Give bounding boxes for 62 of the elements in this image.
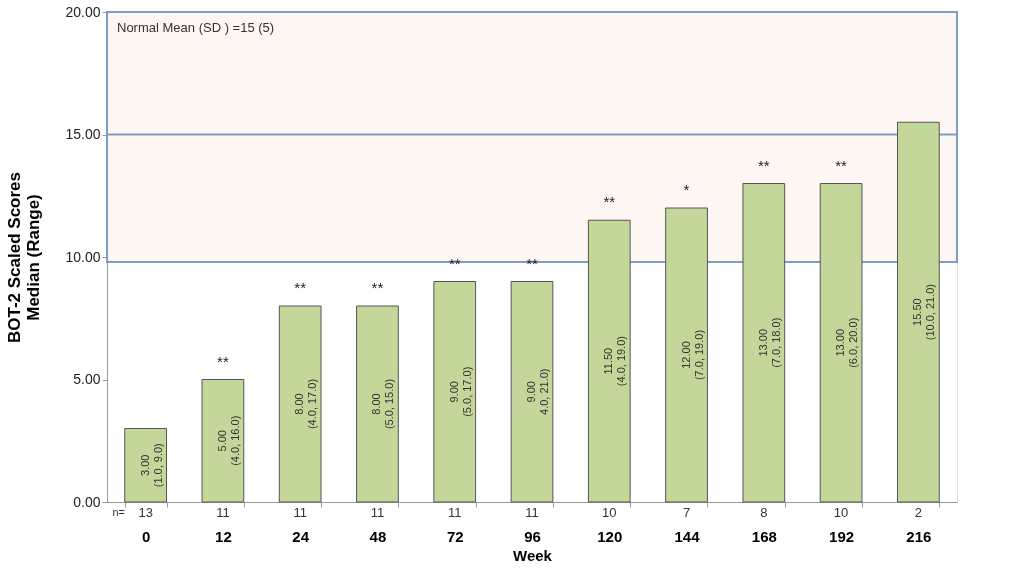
text: 11: [525, 505, 539, 520]
data-label: 13.00 (6.0, 20.0): [834, 317, 860, 368]
text: 10: [602, 505, 617, 520]
bar: [587, 219, 631, 503]
bar: [433, 281, 477, 503]
y-axis-title: BOT-2 Scaled Scores Median (Range): [5, 171, 44, 344]
annotation: **: [835, 156, 848, 174]
annotation: **: [294, 279, 307, 296]
data-label: 15.50 (10.0, 21.0): [911, 283, 937, 341]
text: 2: [914, 505, 922, 520]
data-label: 5.00 (4.0, 16.0): [215, 415, 241, 466]
text: n=: [112, 506, 125, 518]
data-label: 3.00 (1.0, 9.0): [138, 443, 164, 488]
data-label: 9.00 4.0, 21.0): [525, 368, 550, 415]
x-tick-label: 48: [369, 527, 387, 545]
bar: [665, 207, 708, 503]
text: 11: [216, 505, 230, 520]
text: 7: [682, 505, 691, 520]
x-tick-label: 72: [446, 527, 464, 545]
data-label: 11.50 (4.0, 19.0): [602, 336, 628, 387]
y-tick-label: 0.00: [73, 493, 101, 510]
text: 10: [833, 505, 849, 520]
x-tick-label: 12: [215, 527, 232, 545]
x-tick-label: 168: [751, 527, 777, 545]
annotation: **: [603, 193, 616, 211]
x-tick-label: 120: [597, 527, 623, 545]
text: 11: [447, 505, 462, 520]
bar: [897, 121, 940, 503]
annotation: *: [683, 181, 690, 198]
annotation: **: [448, 254, 461, 272]
x-tick-label: 144: [674, 527, 701, 545]
data-label: 9.00 (5.0, 17.0): [447, 366, 473, 417]
x-tick-label: 24: [292, 527, 310, 545]
text: 11: [370, 505, 385, 520]
x-tick-label: 192: [829, 527, 855, 545]
bar: [819, 183, 863, 503]
x-tick-label: 0: [141, 527, 151, 545]
annotation: **: [217, 352, 229, 370]
annotation: **: [757, 156, 770, 174]
x-axis-title: Week: [513, 546, 553, 564]
band-label: Normal Mean (SD ) =15 (5): [117, 20, 275, 35]
x-tick-label: 96: [524, 527, 541, 545]
y-tick-label: 10.00: [65, 248, 101, 265]
data-label: 13.00 (7.0, 18.0): [756, 317, 782, 368]
text: 13: [138, 505, 153, 520]
bar: [356, 305, 399, 503]
bar: [201, 379, 245, 503]
text: 11: [293, 505, 307, 520]
annotation: **: [526, 254, 538, 272]
bar: [278, 305, 322, 503]
annotation: **: [371, 279, 384, 296]
x-tick-label: 216: [906, 527, 932, 545]
data-label: 12.00 (7.0, 19.0): [679, 329, 705, 381]
text: 8: [760, 505, 768, 520]
data-label: 8.00 (5.0, 15.0): [370, 378, 396, 430]
bar: [742, 183, 786, 503]
bar: [124, 428, 167, 503]
y-tick-label: 15.00: [65, 126, 101, 142]
bar: [510, 281, 554, 503]
y-tick-label: 5.00: [73, 371, 101, 387]
data-label: 8.00 (4.0, 17.0): [293, 378, 319, 430]
y-tick-label: 20.00: [65, 3, 101, 20]
